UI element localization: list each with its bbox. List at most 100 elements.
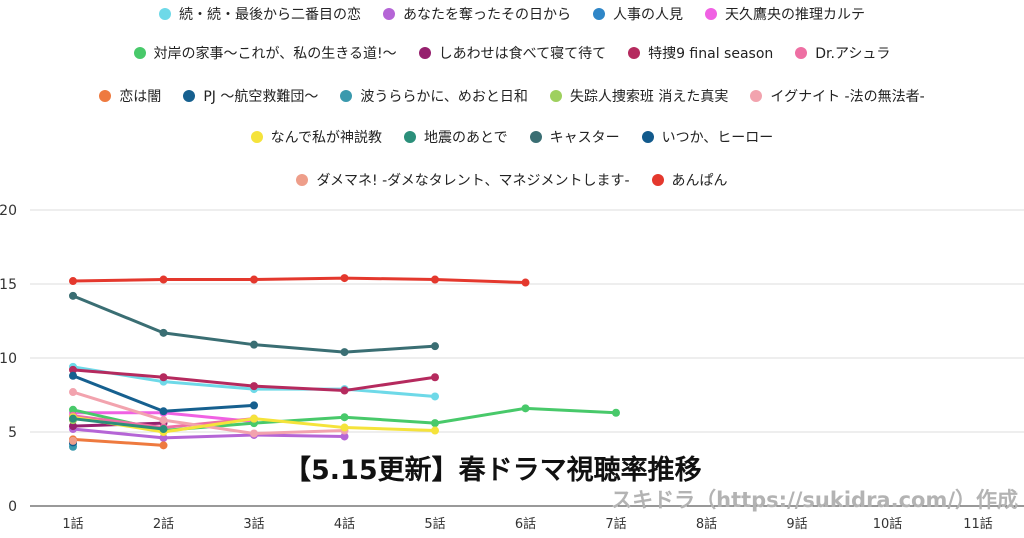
legend-row: ダメマネ! -ダメなタレント、マネジメントします- あんぱん xyxy=(0,168,1024,192)
data-point xyxy=(431,373,439,382)
x-tick-label: 5話 xyxy=(424,516,445,532)
legend-item[interactable]: しあわせは食べて寝て待て xyxy=(418,43,606,63)
x-tick-label: 7話 xyxy=(605,516,626,532)
data-point xyxy=(521,404,530,413)
legend-label: キャスター xyxy=(549,130,620,146)
chart-legend: 続・続・最後から二番目の恋 あなたを奪ったその日から 人事の人見 天久鷹央の推理カルテ… xyxy=(0,0,1024,200)
legend-swatch xyxy=(628,47,641,59)
y-tick-label: 5 xyxy=(8,425,17,441)
y-tick-label: 10 xyxy=(0,351,17,367)
data-point xyxy=(69,414,77,423)
data-point xyxy=(340,348,349,357)
legend-item[interactable]: 恋は闇 xyxy=(99,86,161,106)
data-point xyxy=(159,373,168,382)
legend-swatch xyxy=(651,174,664,186)
x-tick-label: 6話 xyxy=(515,516,536,532)
data-point xyxy=(69,422,77,431)
legend-swatch xyxy=(593,8,605,20)
data-point xyxy=(250,429,258,438)
legend-label: ダメマネ! -ダメなタレント、マネジメントします- xyxy=(316,173,630,189)
legend-label: 天久鷹央の推理カルテ xyxy=(725,7,865,23)
legend-label: 特捜9 final season xyxy=(648,46,774,62)
data-point xyxy=(612,408,620,417)
x-tick-label: 1話 xyxy=(62,516,83,532)
legend-label: 人事の人見 xyxy=(613,7,683,23)
legend-item[interactable]: 地震のあとで xyxy=(403,127,508,147)
legend-swatch xyxy=(99,90,112,102)
data-point xyxy=(250,414,258,423)
legend-row: 対岸の家事〜これが、私の生きる道!〜 しあわせは食べて寝て待て 特捜9 final … xyxy=(0,41,1024,65)
y-tick-label: 20 xyxy=(0,203,17,219)
data-point xyxy=(159,416,168,425)
legend-item[interactable]: 対岸の家事〜これが、私の生きる道!〜 xyxy=(133,43,397,63)
data-point xyxy=(69,291,77,300)
data-point xyxy=(159,328,168,337)
data-point xyxy=(340,386,349,395)
legend-swatch xyxy=(641,131,654,143)
x-tick-label: 10話 xyxy=(873,516,903,532)
x-tick-label: 11話 xyxy=(963,516,993,532)
legend-item[interactable]: PJ 〜航空救難団〜 xyxy=(183,86,318,106)
legend-label: なんで私が神説教 xyxy=(270,130,382,146)
legend-swatch xyxy=(159,8,171,20)
data-point xyxy=(431,392,439,401)
legend-item[interactable]: 人事の人見 xyxy=(593,4,683,24)
data-point xyxy=(159,407,168,416)
legend-label: イグナイト -法の無法者- xyxy=(770,89,925,105)
data-point xyxy=(340,432,349,441)
data-point xyxy=(159,425,168,434)
legend-label: 波うららかに、めおと日和 xyxy=(360,89,528,105)
data-point xyxy=(431,275,439,284)
legend-label: あんぱん xyxy=(671,173,728,189)
legend-swatch xyxy=(750,90,763,102)
legend-item[interactable]: 続・続・最後から二番目の恋 xyxy=(159,4,361,24)
data-point xyxy=(159,433,168,442)
legend-item[interactable]: イグナイト -法の無法者- xyxy=(750,86,925,106)
legend-item[interactable]: 天久鷹央の推理カルテ xyxy=(705,4,865,24)
data-point xyxy=(431,419,439,428)
legend-row: なんで私が神説教 地震のあとで キャスター いつか、ヒーロー xyxy=(0,125,1024,149)
legend-item[interactable]: 特捜9 final season xyxy=(628,43,773,63)
data-point xyxy=(521,278,530,287)
legend-item[interactable]: Dr.アシュラ xyxy=(795,43,890,63)
data-point xyxy=(250,401,258,410)
legend-item[interactable]: あなたを奪ったその日から xyxy=(383,4,571,24)
x-tick-label: 8話 xyxy=(696,516,717,532)
legend-label: 失踪人捜索班 消えた真実 xyxy=(569,89,729,105)
chart-title: 【5.15更新】春ドラマ視聴率推移 xyxy=(284,455,702,486)
legend-swatch xyxy=(418,47,431,59)
legend-label: 続・続・最後から二番目の恋 xyxy=(179,7,361,23)
legend-item[interactable]: 波うららかに、めおと日和 xyxy=(340,86,528,106)
legend-swatch xyxy=(296,174,309,186)
legend-swatch xyxy=(549,90,562,102)
legend-item[interactable]: ダメマネ! -ダメなタレント、マネジメントします- xyxy=(296,170,630,190)
legend-item[interactable]: いつか、ヒーロー xyxy=(641,127,774,147)
legend-item[interactable]: 失踪人捜索班 消えた真実 xyxy=(549,86,729,106)
legend-label: Dr.アシュラ xyxy=(815,46,891,62)
data-point xyxy=(340,413,349,422)
legend-item[interactable]: キャスター xyxy=(529,127,620,147)
data-point xyxy=(69,371,77,380)
data-point xyxy=(340,423,349,432)
data-point xyxy=(250,340,258,349)
legend-label: いつか、ヒーロー xyxy=(661,130,774,146)
x-tick-label: 9話 xyxy=(786,516,807,532)
legend-swatch xyxy=(340,90,353,102)
legend-row: 恋は闇 PJ 〜航空救難団〜 波うららかに、めおと日和 失踪人捜索班 消えた真実 イグナ… xyxy=(0,84,1024,108)
series-line xyxy=(71,276,527,285)
series-line xyxy=(71,437,165,447)
legend-swatch xyxy=(403,131,416,143)
legend-item[interactable]: なんで私が神説教 xyxy=(250,127,382,147)
data-point xyxy=(69,388,77,397)
watermark: スキドラ（https://sukidra.com/）作成 xyxy=(611,488,1018,512)
data-point xyxy=(69,436,77,445)
data-point xyxy=(250,382,258,391)
legend-item[interactable]: あんぱん xyxy=(651,170,728,190)
series-line xyxy=(71,427,346,440)
legend-label: PJ 〜航空救難団〜 xyxy=(203,89,319,105)
legend-label: あなたを奪ったその日から xyxy=(403,7,571,23)
legend-row: 続・続・最後から二番目の恋 あなたを奪ったその日から 人事の人見 天久鷹央の推理カルテ xyxy=(0,2,1024,26)
x-tick-label: 3話 xyxy=(243,516,264,532)
series-line xyxy=(71,417,165,431)
